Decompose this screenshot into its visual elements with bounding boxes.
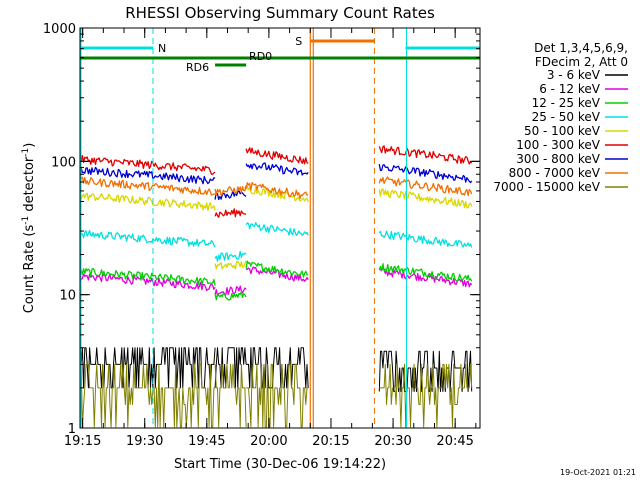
series-line [378, 350, 473, 392]
series-line [214, 285, 247, 297]
series-group [79, 185, 473, 270]
night-label: N [158, 42, 166, 55]
y-tick-label: 1 [68, 422, 76, 437]
x-tick-label: 20:45 [436, 434, 473, 449]
series-line [79, 267, 216, 286]
series-line [245, 222, 309, 236]
legend-entry-label: 6 - 12 keV [539, 82, 601, 96]
legend: Det 1,3,4,5,6,9, FDecim 2, Att 0 3 - 6 k… [493, 41, 628, 194]
series-group [79, 222, 473, 262]
series-line [214, 347, 247, 389]
series-line [245, 147, 309, 165]
series-line [245, 260, 309, 278]
data-label: RD0 [249, 50, 272, 63]
series-line [379, 363, 473, 428]
x-tick-label: 19:45 [188, 434, 225, 449]
saa-label: S [295, 35, 302, 48]
series-group [79, 260, 473, 301]
series-line [79, 229, 216, 248]
x-tick-label: 19:15 [64, 434, 101, 449]
series-line [245, 162, 309, 176]
series-line [245, 181, 309, 200]
x-tick-label: 20:30 [374, 434, 411, 449]
legend-entry-label: 50 - 100 keV [524, 124, 601, 138]
series-line [214, 250, 247, 262]
series-line [79, 363, 216, 428]
decimation-label: RD6 [186, 61, 209, 74]
x-tick-label: 19:30 [126, 434, 163, 449]
series-line [378, 163, 473, 184]
chart-title: RHESSI Observing Summary Count Rates [125, 4, 435, 22]
series-line [246, 363, 309, 428]
y-tick-label: 1000 [43, 22, 76, 37]
legend-entry-label: 300 - 800 keV [516, 152, 600, 166]
legend-header-line: Det 1,3,4,5,6,9, [534, 41, 628, 55]
x-tick-label: 20:15 [312, 434, 349, 449]
series-line [79, 154, 216, 175]
plot-frame [79, 27, 481, 429]
series-line [378, 230, 473, 248]
legend-entry-label: 7000 - 15000 keV [493, 180, 600, 194]
x-axis-label: Start Time (30-Dec-06 19:14:22) [174, 457, 386, 472]
plot-area: S N RD0 RD6 1 10 100 1000 19:15 19:30 19:45 20:00 20… [43, 22, 481, 449]
generated-timestamp: 19-Oct-2021 01:21 [560, 468, 636, 477]
legend-entry-label: 12 - 25 keV [532, 96, 601, 110]
y-axis-label-exponent: -1 [21, 148, 31, 157]
legend-entry-label: 100 - 300 keV [516, 138, 600, 152]
x-tick-label: 20:00 [250, 434, 287, 449]
axes-ticks: 1 10 100 1000 19:15 19:30 19:45 20:00 20:15 20:30… [43, 22, 480, 449]
series-line [79, 176, 216, 196]
series-line [214, 290, 247, 301]
series-group [79, 176, 473, 200]
series-line [378, 263, 473, 282]
series-line [378, 188, 473, 209]
y-tick-label: 100 [51, 155, 76, 170]
y-tick-label: 10 [59, 289, 76, 304]
series-line [378, 176, 473, 197]
series-group [79, 363, 473, 428]
series-line [79, 192, 216, 211]
series-line [79, 166, 216, 185]
y-axis-label: Count Rate (s-1 detector-1) [21, 143, 37, 314]
series-line [245, 185, 309, 203]
series-line [79, 273, 216, 292]
legend-entry-label: 25 - 50 keV [532, 110, 601, 124]
y-axis-label-exponent: -1 [21, 216, 31, 225]
series-line [214, 185, 247, 196]
series-group [79, 145, 473, 218]
y-axis-label-part: ) [22, 143, 37, 148]
series-line [214, 363, 247, 428]
y-axis-label-part: Count Rate (s [22, 225, 37, 314]
series-line [378, 267, 473, 288]
y-axis-label-part: detector [22, 156, 37, 216]
series-group [79, 162, 473, 201]
legend-entry-label: 3 - 6 keV [547, 68, 601, 82]
series-line [378, 145, 473, 165]
legend-header-line: FDecim 2, Att 0 [535, 55, 628, 69]
series-line [214, 208, 247, 218]
legend-entry-label: 800 - 7000 keV [509, 166, 601, 180]
series-line [246, 347, 309, 389]
series-line [214, 260, 247, 270]
